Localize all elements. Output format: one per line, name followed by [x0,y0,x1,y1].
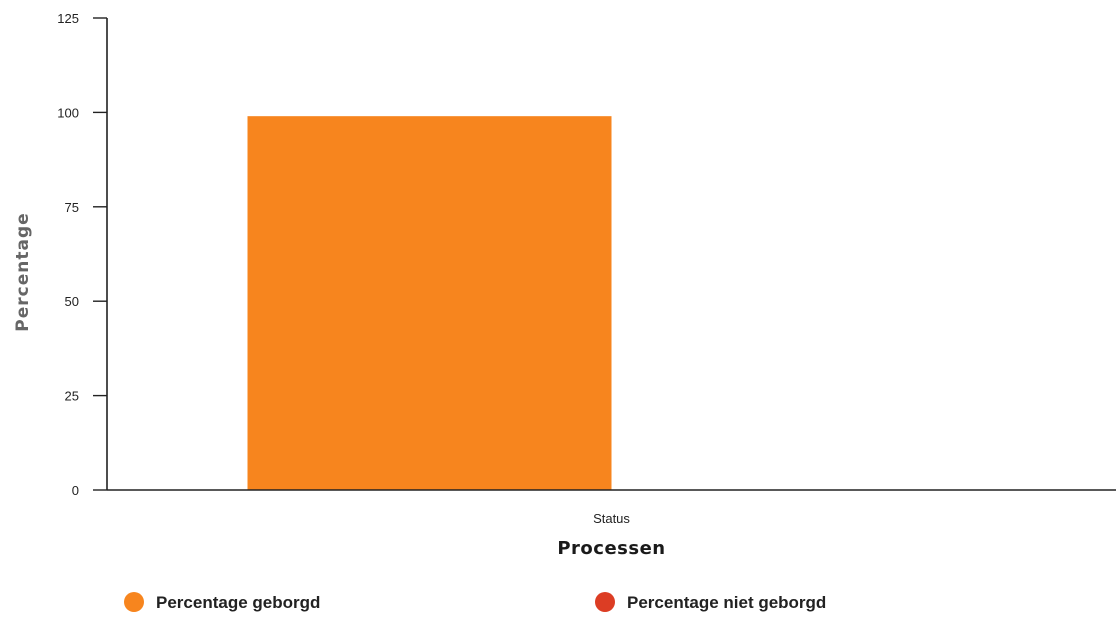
y-tick-label: 125 [57,11,79,26]
legend-swatch [595,592,615,612]
legend: Percentage geborgd Percentage niet geborg… [124,592,826,612]
legend-label: Percentage niet geborgd [627,593,826,612]
y-tick-label: 25 [65,389,79,404]
y-axis-title: Percentage [13,212,33,331]
x-axis-ticks: Status [593,511,630,526]
legend-swatch [124,592,144,612]
legend-label: Percentage geborgd [156,593,320,612]
y-tick-label: 0 [72,483,79,498]
x-tick-label: Status [593,511,630,526]
y-tick-label: 100 [57,105,79,120]
bar [247,116,612,491]
y-tick-label: 75 [65,200,79,215]
y-tick-label: 50 [65,294,79,309]
bars [247,116,612,491]
y-axis-ticks: 0 25 50 75 100 125 [57,11,107,498]
x-axis-title: Processen [557,538,665,559]
